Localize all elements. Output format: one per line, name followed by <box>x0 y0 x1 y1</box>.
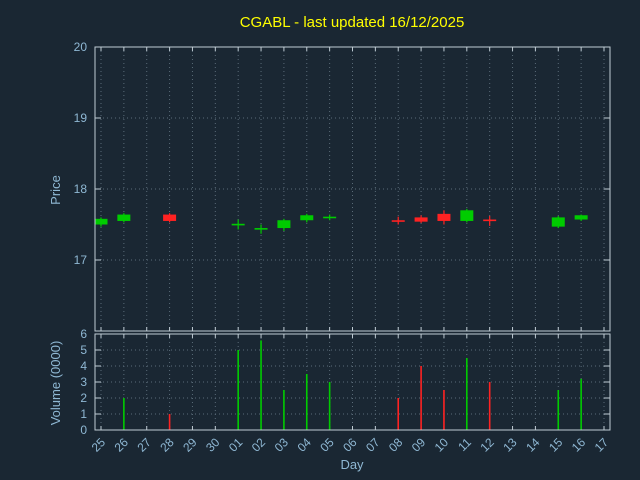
candle-body <box>254 228 268 230</box>
day-tick-label: 13 <box>500 435 520 455</box>
price-axis-label: Price <box>48 175 63 205</box>
day-tick-label: 08 <box>386 435 406 455</box>
day-tick-label: 02 <box>249 435 269 455</box>
volume-tick-label: 1 <box>80 407 87 421</box>
day-tick-label: 07 <box>363 435 383 455</box>
day-tick-label: 27 <box>135 435 155 455</box>
day-tick-label: 26 <box>112 435 132 455</box>
volume-tick-label: 5 <box>80 343 87 357</box>
day-tick-label: 12 <box>477 435 497 455</box>
volume-tick-label: 3 <box>80 375 87 389</box>
volume-axis-label: Volume (0000) <box>48 341 63 426</box>
candle-body <box>437 213 451 221</box>
price-tick-label: 17 <box>74 253 88 267</box>
candle-body <box>574 215 588 220</box>
price-tick-label: 19 <box>74 111 88 125</box>
volume-tick-label: 4 <box>80 359 87 373</box>
day-tick-label: 30 <box>203 435 223 455</box>
candle-body <box>94 218 108 225</box>
day-tick-label: 11 <box>455 435 474 454</box>
volume-tick-label: 6 <box>80 327 87 341</box>
candle-body <box>460 210 474 221</box>
candle-body <box>117 214 131 221</box>
price-tick-label: 18 <box>74 182 88 196</box>
day-tick-label: 09 <box>409 435 429 455</box>
day-tick-label: 01 <box>226 435 246 455</box>
price-tick-label: 20 <box>74 40 88 54</box>
day-tick-label: 14 <box>523 435 543 455</box>
day-tick-label: 06 <box>340 435 360 455</box>
volume-tick-label: 0 <box>80 423 87 437</box>
day-tick-label: 16 <box>569 435 589 455</box>
day-tick-label: 17 <box>592 435 612 455</box>
day-tick-label: 04 <box>295 435 315 455</box>
day-tick-label: 28 <box>157 435 177 455</box>
candle-body <box>414 217 428 222</box>
candle-body <box>323 216 337 219</box>
candle-body <box>163 214 177 221</box>
candle-body <box>551 217 565 227</box>
candle-body <box>231 223 245 226</box>
day-tick-label: 10 <box>432 435 452 455</box>
candle-body <box>277 220 291 229</box>
day-tick-label: 05 <box>317 435 337 455</box>
volume-panel-border <box>94 333 611 431</box>
day-tick-label: 25 <box>89 435 109 455</box>
day-tick-label: 03 <box>272 435 292 455</box>
x-axis-label: Day <box>340 457 364 472</box>
day-tick-label: 29 <box>180 435 200 455</box>
volume-tick-label: 2 <box>80 391 87 405</box>
candle-body <box>300 215 314 221</box>
price-panel-border <box>94 46 611 332</box>
day-tick-label: 15 <box>546 435 566 455</box>
chart-title: CGABL - last updated 16/12/2025 <box>240 14 465 31</box>
candle-body <box>391 220 405 222</box>
candle-body <box>483 219 497 222</box>
